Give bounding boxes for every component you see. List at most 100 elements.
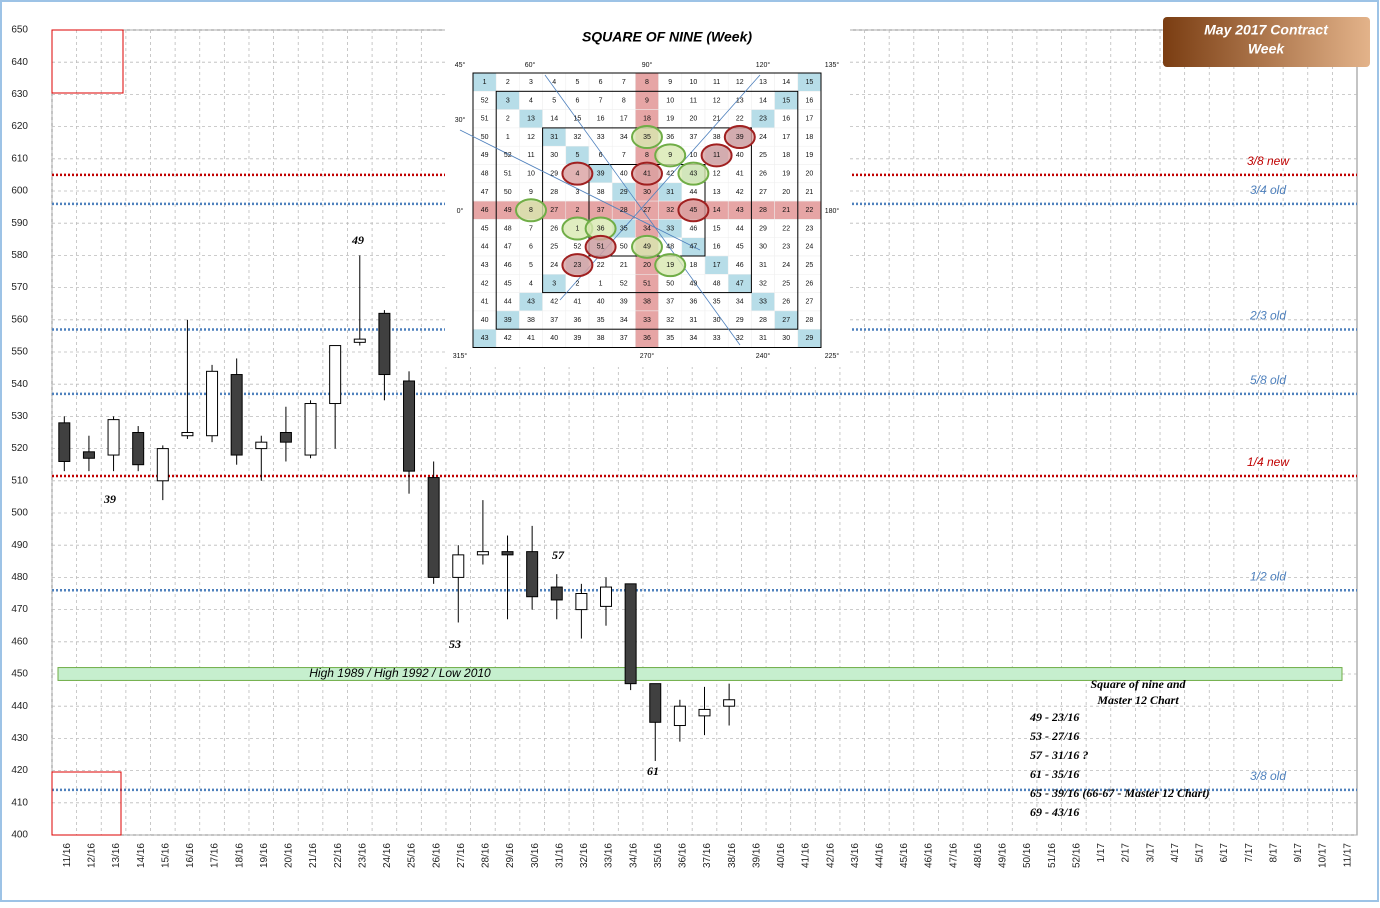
cell-number: 4 [552, 79, 556, 86]
y-tick-label: 450 [11, 669, 28, 680]
cell-number: 14 [550, 116, 558, 123]
y-tick-label: 570 [11, 282, 28, 293]
x-tick-label: 38/16 [727, 843, 738, 868]
cell-number: 14 [713, 207, 721, 214]
cell-number: 29 [759, 225, 767, 232]
note: 49 - 23/16 [1029, 710, 1079, 724]
cell-number: 40 [481, 317, 489, 324]
cell-number: 45 [736, 244, 744, 251]
cell-number: 29 [620, 189, 628, 196]
annotation: 39 [103, 492, 116, 506]
cell-number: 34 [643, 225, 651, 232]
note: 57 - 31/16 ? [1030, 748, 1088, 762]
cell-number: 8 [622, 97, 626, 104]
cell-number: 6 [599, 152, 603, 159]
cell-number: 12 [527, 134, 535, 141]
candle-body [206, 370, 219, 437]
cell-number: 44 [504, 299, 512, 306]
degree-label: 120° [756, 61, 771, 69]
cell-number: 5 [575, 79, 579, 86]
x-tick-label: 9/17 [1293, 843, 1304, 863]
y-tick-label: 590 [11, 218, 28, 229]
cell-circle [723, 125, 756, 150]
angle-line [544, 74, 741, 346]
x-tick-label: 3/17 [1145, 843, 1156, 863]
angle-line [459, 129, 701, 251]
cell-circle [677, 161, 710, 186]
cell-number: 10 [690, 152, 698, 159]
degree-label: 180° [825, 207, 840, 215]
cell-number: 49 [481, 152, 489, 159]
cell-number: 26 [806, 280, 814, 287]
cell-number: 49 [504, 207, 512, 214]
cell-number: 41 [736, 170, 744, 177]
candle-body [107, 419, 120, 456]
cell-number: 23 [806, 225, 814, 232]
cell-number: 30 [782, 335, 790, 342]
cell-number: 38 [597, 189, 605, 196]
x-tick-label: 43/16 [850, 843, 861, 868]
cell-number: 44 [481, 244, 489, 251]
candle-body [132, 432, 145, 466]
cell-number: 31 [550, 134, 558, 141]
cell-number: 43 [481, 335, 489, 342]
cell-circle [654, 143, 687, 168]
cell-number: 24 [759, 134, 767, 141]
cell-circle [631, 161, 663, 186]
cell-circle [654, 253, 687, 278]
degree-label: 0° [457, 207, 464, 215]
degree-label: 30° [455, 116, 466, 124]
cell-number: 38 [643, 299, 651, 306]
annotation: 53 [449, 637, 461, 651]
x-tick-label: 46/16 [924, 843, 935, 868]
x-tick-label: 24/16 [382, 843, 393, 868]
cell-number: 5 [529, 262, 533, 269]
cell-number: 33 [759, 299, 767, 306]
cell-number: 42 [481, 280, 489, 287]
cell-number: 30 [550, 152, 558, 159]
cell-number: 48 [481, 170, 489, 177]
cell-number: 20 [782, 189, 790, 196]
cell-number: 35 [713, 299, 721, 306]
cell-number: 46 [690, 225, 698, 232]
cell-number: 39 [574, 335, 582, 342]
x-tick-label: 35/16 [653, 843, 664, 868]
cell-number: 15 [713, 225, 721, 232]
cell-number: 14 [759, 97, 767, 104]
cell-number: 27 [782, 317, 790, 324]
cell-number: 32 [759, 280, 767, 287]
cell-number: 29 [736, 317, 744, 324]
cell-number: 27 [550, 207, 558, 214]
cell-number: 37 [620, 335, 628, 342]
y-tick-label: 560 [11, 314, 28, 325]
square-title: SQUARE OF NINE (Week) [582, 29, 752, 45]
cell-number: 24 [806, 244, 814, 251]
cell-number: 35 [620, 225, 628, 232]
x-tick-label: 1/17 [1096, 843, 1107, 863]
cell-number: 30 [713, 317, 721, 324]
cell-number: 12 [713, 170, 721, 177]
x-tick-label: 52/16 [1071, 843, 1082, 868]
x-tick-label: 12/16 [87, 843, 98, 868]
x-tick-label: 19/16 [259, 843, 270, 868]
cell-number: 27 [759, 189, 767, 196]
y-tick-label: 580 [11, 250, 28, 261]
cell-circle [631, 234, 663, 259]
candle-body [526, 551, 539, 598]
cell-number: 48 [666, 244, 674, 251]
cell-number: 41 [643, 170, 651, 177]
level-label: 5/8 old [1250, 373, 1286, 387]
cell-number: 9 [529, 189, 533, 196]
candle-body [501, 551, 514, 556]
cell-number: 39 [736, 134, 744, 141]
cell-number: 11 [690, 97, 697, 104]
red-box [51, 771, 122, 836]
x-tick-label: 50/16 [1022, 843, 1033, 868]
cell-number: 40 [550, 335, 558, 342]
cell-number: 40 [597, 299, 605, 306]
cell-number: 5 [552, 97, 556, 104]
cell-number: 8 [645, 152, 649, 159]
cell-number: 41 [527, 335, 535, 342]
candle-body [476, 551, 489, 556]
cell-number: 26 [550, 225, 558, 232]
